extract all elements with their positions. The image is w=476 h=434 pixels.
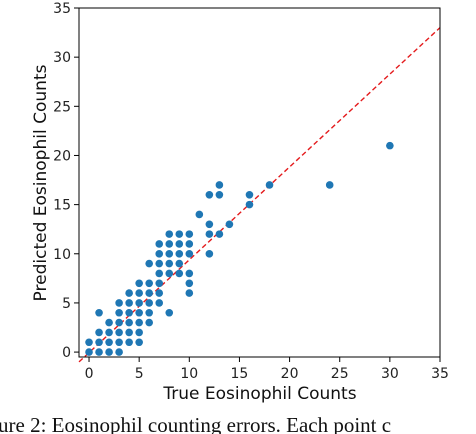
data-point — [205, 230, 214, 238]
y-tick-label: 30 — [53, 50, 71, 66]
data-point — [145, 318, 153, 327]
data-point — [135, 328, 143, 337]
data-point — [95, 328, 103, 337]
data-point — [155, 249, 164, 258]
data-point — [95, 338, 103, 347]
data-point — [115, 338, 123, 347]
plot-area — [78, 27, 441, 363]
data-point — [95, 308, 103, 317]
data-point — [155, 289, 164, 297]
x-tick-label: 5 — [135, 366, 144, 382]
reference-line — [78, 27, 441, 363]
data-point — [95, 348, 103, 356]
data-point — [155, 259, 164, 268]
data-point — [185, 279, 194, 288]
data-point — [135, 289, 143, 297]
data-point — [265, 181, 274, 189]
x-tick-label: 25 — [331, 366, 349, 382]
data-point — [105, 328, 113, 337]
data-point — [125, 289, 133, 297]
data-point — [105, 338, 113, 347]
data-point — [145, 289, 153, 297]
data-point — [165, 308, 174, 317]
data-point — [165, 269, 174, 278]
data-point — [105, 348, 113, 356]
data-point — [135, 308, 143, 317]
x-axis-label: True Eosinophil Counts — [162, 384, 356, 404]
figure-caption: ure 2: Eosinophil counting errors. Each … — [0, 413, 391, 434]
data-point — [165, 249, 174, 258]
data-point — [145, 299, 153, 307]
y-axis-label: Predicted Eosinophil Counts — [31, 64, 51, 301]
data-point — [225, 220, 234, 229]
data-point — [185, 240, 194, 248]
data-point — [145, 279, 153, 288]
y-tick-label: 35 — [53, 1, 71, 17]
y-tick-label: 20 — [53, 148, 71, 164]
data-point — [125, 308, 133, 317]
y-tick-label: 15 — [53, 198, 71, 214]
y-tick-label: 5 — [62, 296, 71, 312]
data-point — [135, 279, 143, 288]
data-point — [386, 141, 394, 150]
y-axis-ticks: 0 5 10 15 20 25 30 35 — [53, 1, 79, 361]
data-point — [125, 299, 133, 307]
data-point — [125, 318, 133, 327]
data-point — [155, 299, 164, 307]
data-point — [145, 259, 153, 268]
data-point — [175, 269, 184, 278]
data-point — [215, 181, 224, 189]
data-point — [115, 348, 123, 356]
x-tick-label: 30 — [381, 366, 399, 382]
data-point — [145, 308, 153, 317]
x-tick-label: 10 — [180, 366, 198, 382]
data-point — [115, 318, 123, 327]
data-point — [165, 230, 174, 238]
data-point — [215, 190, 224, 199]
data-point — [185, 249, 194, 258]
data-point — [155, 269, 164, 278]
scatter-points — [85, 141, 394, 356]
data-point — [175, 240, 184, 248]
x-tick-label: 35 — [431, 366, 449, 382]
data-point — [325, 181, 334, 189]
data-point — [105, 318, 113, 327]
y-tick-label: 0 — [62, 345, 71, 361]
axes-frame — [78, 7, 441, 358]
data-point — [215, 230, 224, 238]
data-point — [175, 259, 184, 268]
data-point — [185, 289, 194, 297]
data-point — [205, 249, 214, 258]
data-point — [135, 299, 143, 307]
data-point — [205, 190, 214, 199]
data-point — [175, 230, 184, 238]
x-tick-label: 20 — [281, 366, 299, 382]
x-axis-ticks: 0 5 10 15 20 25 30 35 — [85, 357, 449, 382]
data-point — [185, 230, 194, 238]
data-point — [115, 299, 123, 307]
data-point — [155, 279, 164, 288]
data-point — [85, 348, 93, 356]
x-tick-label: 15 — [231, 366, 249, 382]
data-point — [165, 240, 174, 248]
y-tick-label: 10 — [53, 247, 71, 263]
data-point — [185, 269, 194, 278]
data-point — [85, 338, 93, 347]
data-point — [175, 249, 184, 258]
data-point — [155, 240, 164, 248]
data-point — [125, 328, 133, 337]
data-point — [245, 200, 254, 209]
data-point — [125, 338, 133, 347]
data-point — [245, 190, 254, 199]
y-tick-label: 25 — [53, 99, 71, 115]
data-point — [205, 220, 214, 229]
data-point — [165, 259, 174, 268]
data-point — [195, 210, 204, 219]
data-point — [135, 318, 143, 327]
data-point — [135, 338, 143, 347]
data-point — [115, 308, 123, 317]
x-tick-label: 0 — [85, 366, 94, 382]
data-point — [115, 328, 123, 337]
